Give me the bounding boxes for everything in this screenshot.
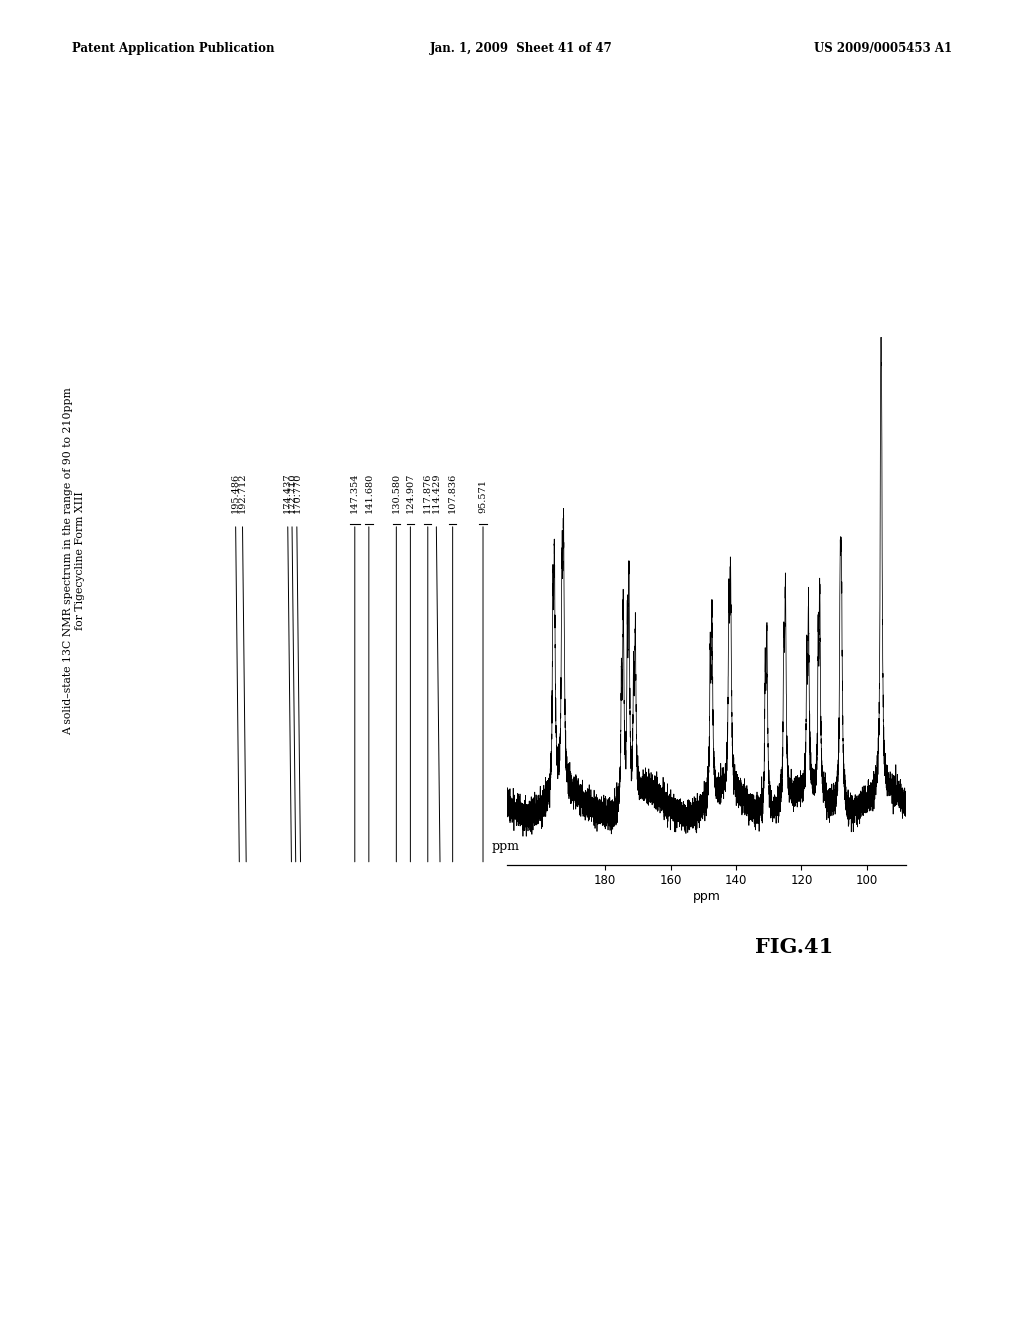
Text: 170.770: 170.770 [292,473,301,512]
Text: 114.429: 114.429 [432,473,440,512]
Text: 107.836: 107.836 [449,473,457,512]
Text: Patent Application Publication: Patent Application Publication [72,42,274,55]
Text: 95.571: 95.571 [478,479,487,512]
Text: Jan. 1, 2009  Sheet 41 of 47: Jan. 1, 2009 Sheet 41 of 47 [430,42,612,55]
Text: 147.354: 147.354 [350,473,359,512]
Text: 172.710: 172.710 [288,473,297,512]
Text: ppm: ppm [492,841,520,853]
Text: 130.580: 130.580 [392,473,400,512]
Text: 124.907: 124.907 [406,473,415,512]
Text: 192.712: 192.712 [238,473,247,512]
Text: 117.876: 117.876 [423,473,432,512]
Text: A solid–state 13C NMR spectrum in the range of 90 to 210ppm
for Tigecycline Form: A solid–state 13C NMR spectrum in the ra… [62,387,85,735]
Text: US 2009/0005453 A1: US 2009/0005453 A1 [814,42,952,55]
X-axis label: ppm: ppm [692,890,721,903]
Text: 141.680: 141.680 [365,473,374,512]
Text: FIG.41: FIG.41 [756,937,834,957]
Text: 195.486: 195.486 [231,473,240,512]
Text: 174.437: 174.437 [284,473,292,512]
